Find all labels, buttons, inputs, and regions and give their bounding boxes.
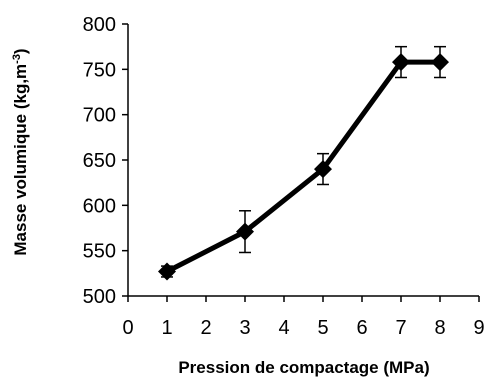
y-tick-label: 750	[83, 59, 116, 81]
data-point	[236, 222, 254, 241]
y-ticks: 500 550 600 650 700 750 800	[83, 14, 128, 308]
y-tick-label: 800	[83, 14, 116, 36]
y-axis-title-superscript: -3	[11, 54, 23, 64]
x-tick-label: 5	[317, 317, 328, 339]
data-point	[158, 262, 176, 281]
data-point	[431, 53, 449, 72]
axes	[127, 24, 479, 297]
x-ticks: 0 1 2 3 4 5 6 7 8 9	[122, 296, 484, 339]
x-axis-title: Pression de compactage (MPa)	[178, 358, 429, 377]
y-axis-title: Masse volumique (kg,m-3)	[11, 48, 30, 255]
x-tick-label: 0	[122, 317, 133, 339]
data-point	[314, 160, 332, 179]
x-tick-label: 9	[473, 317, 484, 339]
y-tick-label: 650	[83, 150, 116, 172]
data-point	[392, 53, 410, 72]
x-tick-label: 8	[434, 317, 445, 339]
series-line	[165, 59, 440, 274]
series	[158, 45, 449, 281]
x-tick-label: 3	[239, 317, 250, 339]
y-tick-label: 700	[83, 105, 116, 127]
x-tick-label: 1	[161, 317, 172, 339]
y-tick-label: 600	[83, 195, 116, 217]
y-tick-label: 500	[83, 286, 116, 308]
x-tick-label: 2	[200, 317, 211, 339]
x-tick-label: 7	[395, 317, 406, 339]
x-tick-label: 4	[278, 317, 289, 339]
x-tick-label: 6	[356, 317, 367, 339]
y-tick-label: 550	[83, 241, 116, 263]
y-axis-title-end: )	[11, 48, 30, 54]
y-axis-title-main: Masse volumique (kg,m	[11, 64, 30, 256]
